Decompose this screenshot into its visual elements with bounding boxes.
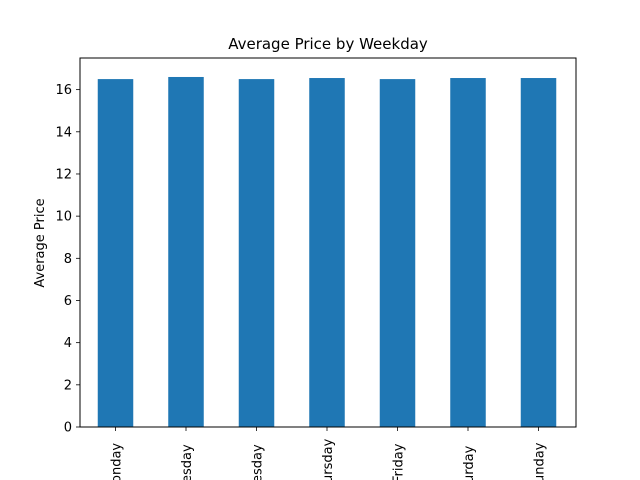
y-tick-label: 14 xyxy=(55,125,72,140)
y-tick-label: 8 xyxy=(64,252,72,267)
x-tick-label: onday xyxy=(110,443,125,480)
bar-tuesday xyxy=(168,76,204,427)
x-tick-label: ursday xyxy=(321,438,336,480)
bar-friday xyxy=(379,79,416,427)
y-tick-label: 10 xyxy=(55,210,72,225)
bar-thursday xyxy=(309,78,345,427)
bars-group xyxy=(97,76,557,427)
y-tick-label: 2 xyxy=(64,378,72,393)
y-tick-label: 16 xyxy=(55,83,72,98)
y-tick-label: 0 xyxy=(64,421,72,436)
y-tick-label: 6 xyxy=(64,294,72,309)
y-tick-label: 12 xyxy=(55,167,72,182)
x-tick-label: esday xyxy=(180,444,195,480)
bar-wednesday xyxy=(238,79,275,427)
bar-monday xyxy=(97,79,134,427)
x-tick-label: urday xyxy=(462,445,477,480)
y-axis-ticks: 0 2 4 6 8 10 12 14 16 xyxy=(55,83,80,436)
chart-title: Average Price by Weekday xyxy=(228,35,428,53)
x-tick-label: Friday xyxy=(392,443,407,480)
bar-sunday xyxy=(520,78,557,427)
plot-frame xyxy=(79,57,577,428)
bar-saturday xyxy=(450,78,486,427)
x-axis-ticks: onday esday esday ursday Friday urday unday xyxy=(110,427,548,480)
y-axis-label: Average Price xyxy=(33,198,48,287)
x-tick-label: esday xyxy=(251,444,266,480)
y-tick-label: 4 xyxy=(64,336,72,351)
x-tick-label: unday xyxy=(533,442,548,480)
